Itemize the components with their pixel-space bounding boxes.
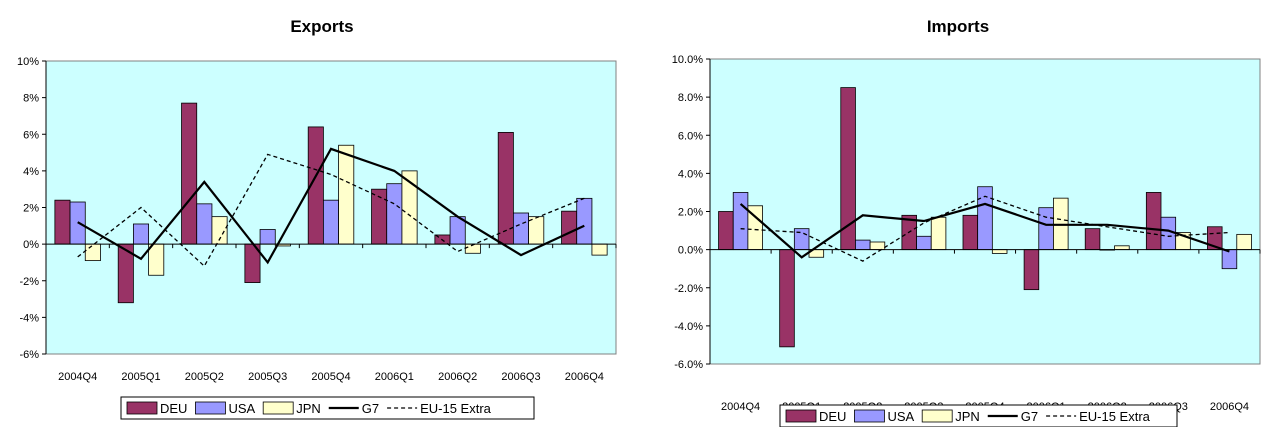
chart-1-x-tick-label: 2006Q1 [375,371,414,383]
chart-1-legend-label-eu-15-extra: EU-15 Extra [420,401,492,416]
chart-2-y-tick-label: 0.0% [678,245,703,257]
chart-1-x-tick-label: 2005Q3 [248,371,287,383]
chart-1-bar-deu [54,199,71,245]
chart-2-bar-deu [779,249,795,348]
chart-2-legend: DEU USA JPN G7 EU-15 Extra [779,404,1178,428]
chart-1-bar-usa [513,212,530,245]
chart-2-legend-label-eu-15-extra: EU-15 Extra [1079,409,1151,424]
chart-2-line-eu15-extra [740,195,1230,262]
chart-1-x-tick-label: 2006Q2 [438,371,477,383]
chart-1-bar-usa [259,229,276,245]
chart-1-bar-jpn [148,243,165,276]
chart-1-x-tick-label: 2005Q2 [185,371,224,383]
chart-2-legend-swatch-deu [785,409,817,423]
chart-1-y-tick-label: -2% [19,276,39,288]
chart-1-bar-usa [322,199,339,245]
chart-1-bar-jpn [84,243,101,262]
chart-2-legend-label-usa: USA [887,409,914,424]
chart-1-legend-label-deu: DEU [160,401,187,416]
chart-1-legend-swatch-usa [195,401,226,415]
chart-1-legend-swatch-jpn [262,401,294,415]
chart-1-y-tick-label: 0% [23,239,39,251]
chart-1-legend: DEU USA JPN G7 EU-15 Extra [120,396,535,420]
chart-1-x-tick-label: 2005Q4 [311,371,350,383]
chart-2-y-tick-label: 4.0% [678,168,703,180]
chart-1-y-tick-label: -4% [19,312,39,324]
chart-1-bar-jpn [591,243,608,256]
chart-2-bar-deu [1084,228,1101,251]
chart-1-legend-label-jpn: JPN [296,401,321,416]
chart-2-legend-label-deu: DEU [819,409,846,424]
chart-2-y-tick-label: -4.0% [674,321,703,333]
chart-2-bar-jpn [869,241,886,251]
chart-1-line-eu15-extra [77,153,585,268]
chart-1-legend-label-g7: G7 [362,401,379,416]
chart-2-title: Imports [927,17,989,36]
chart-1-bar-jpn [338,144,355,245]
chart-2-legend-label-jpn: JPN [955,409,980,424]
chart-2-bar-jpn [991,249,1008,254]
chart-1-y-tick-label: 10% [17,56,39,68]
chart-2-y-tick-label: 8.0% [678,92,703,104]
chart-1-bar-deu [181,102,198,245]
chart-2-y-tick-label: 10.0% [672,54,703,66]
chart-1-bar-usa [386,183,403,245]
chart-2-bar-usa [1038,207,1054,251]
chart-1-y-tick-label: -6% [19,349,39,361]
chart-1-y-tick-label: 6% [23,129,39,141]
chart-1-bar-deu [561,210,578,245]
chart-2-legend-swatch-jpn [921,409,953,423]
chart-2-bar-deu [1023,249,1040,291]
chart-1-bar-usa [196,203,213,245]
chart-2-bar-jpn [930,216,947,251]
chart-1-line-g7 [77,147,585,265]
chart-2-bar-deu [718,211,734,251]
chart-2-y-tick-label: 6.0% [678,130,703,142]
chart-1-bar-usa [576,197,593,245]
chart-2-group: Imports 10.0% 8.0% 6.0% 4.0% 2.0% 0.0% -2.0% -4.… [672,17,1261,428]
chart-1-legend-label-usa: USA [228,401,255,416]
chart-1-bar-deu [497,132,514,245]
chart-2-bar-usa [1221,249,1238,270]
chart-2-bar-usa [855,239,871,251]
chart-1-x-tick-label: 2006Q4 [565,371,604,383]
chart-1-bar-jpn [528,216,545,245]
chart-1-title: Exports [290,17,353,36]
chart-1-x-tick-label: 2005Q1 [121,371,160,383]
chart-2-bar-usa [732,192,749,251]
chart-2-bar-deu [1145,192,1162,251]
chart-1-group: Exports 10% 8% 6% 4% 2% 0% -2% -4% -6% 2004Q4 2005Q… [17,17,617,420]
chart-2-legend-label-g7: G7 [1021,409,1038,424]
chart-2-bar-jpn [1236,233,1252,251]
chart-1-x-tick-label: 2006Q3 [501,371,540,383]
chart-2-bar-usa [916,235,932,251]
chart-2-line-g7 [739,202,1230,259]
chart-2-x-tick-label: 2006Q4 [1210,401,1249,413]
chart-2-y-tick-label: 2.0% [678,207,703,219]
chart-2-y-tick-label: -6.0% [674,359,703,371]
chart-1-y-tick-label: 2% [23,203,39,215]
chart-1-y-tick-label: 4% [23,166,39,178]
chart-2-bar-jpn [1114,245,1130,251]
chart-1-legend-swatch-deu [126,401,158,415]
chart-2-y-tick-label: -2.0% [674,283,703,295]
chart-1-bar-usa [132,223,149,245]
chart-2-legend-swatch-usa [854,409,885,423]
chart-1-x-tick-label: 2004Q4 [58,371,97,383]
chart-2-x-tick-label: 2004Q4 [721,401,760,413]
chart-2-bar-deu [962,214,979,251]
chart-1-y-tick-label: 8% [23,93,39,105]
